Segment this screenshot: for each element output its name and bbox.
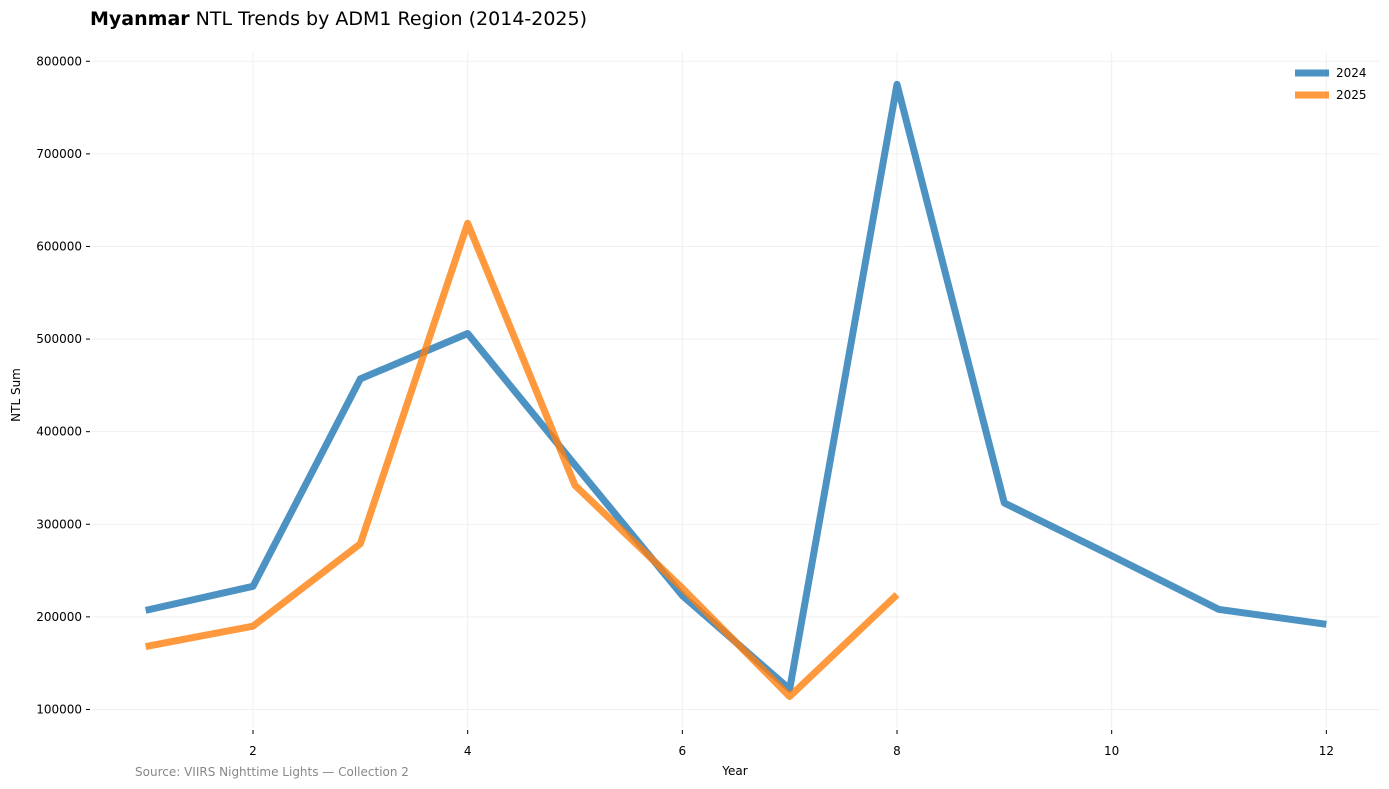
chart-title: Myanmar NTL Trends by ADM1 Region (2014-… [90, 8, 587, 30]
y-tick-label: 200000 [36, 610, 82, 624]
y-tick-label: 300000 [36, 517, 82, 531]
source-note: Source: VIIRS Nighttime Lights — Collect… [135, 765, 409, 779]
legend-label-2024: 2024 [1336, 66, 1367, 80]
series-line-2024 [144, 80, 1327, 693]
y-tick-label: 400000 [36, 425, 82, 439]
x-tick-label: 6 [679, 744, 687, 758]
x-tick-label: 8 [893, 744, 901, 758]
series-line-2025 [145, 219, 900, 701]
y-tick-label: 800000 [36, 54, 82, 68]
y-axis-label: NTL Sum [9, 368, 23, 422]
axes: 100000 200000 300000 400000 500000 600000 7000… [36, 54, 1334, 758]
legend-label-2025: 2025 [1336, 88, 1367, 102]
x-axis-label: Year [721, 764, 747, 778]
legend: 2024 2025 [1295, 66, 1367, 102]
series-lines [144, 80, 1327, 701]
y-tick-label: 100000 [36, 702, 82, 716]
chart-title-text: NTL Trends by ADM1 Region (2014-2025) [189, 8, 588, 30]
x-tick-label: 12 [1319, 744, 1334, 758]
chart-title-country: Myanmar [90, 8, 190, 30]
x-tick-label: 4 [464, 744, 472, 758]
grid-lines [92, 52, 1380, 728]
y-tick-label: 600000 [36, 239, 82, 253]
y-tick-label: 500000 [36, 332, 82, 346]
y-tick-label: 700000 [36, 147, 82, 161]
x-tick-label: 2 [249, 744, 257, 758]
x-tick-label: 10 [1104, 744, 1119, 758]
